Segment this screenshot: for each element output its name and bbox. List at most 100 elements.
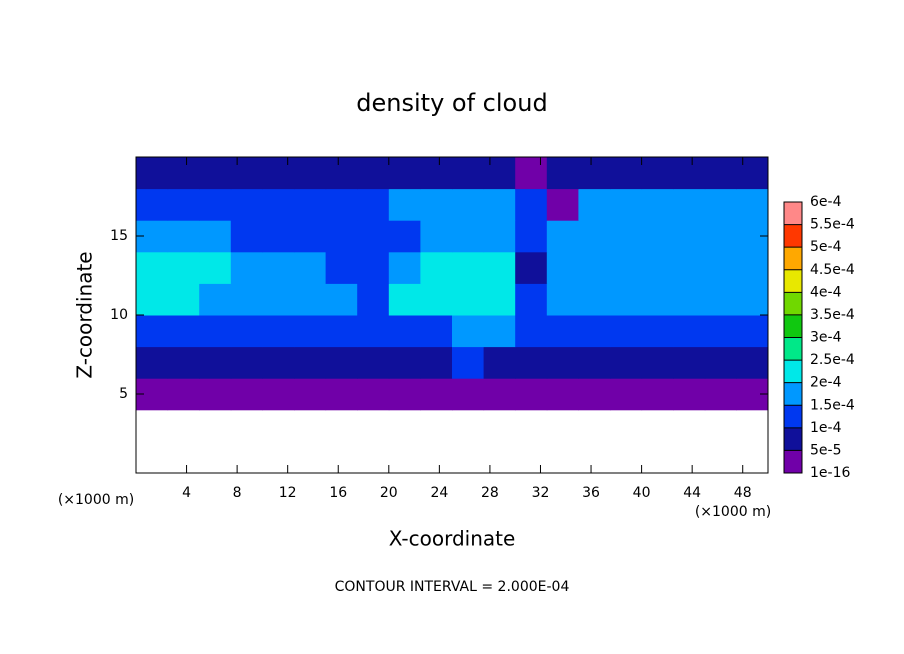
contour-cell <box>452 220 485 253</box>
contour-cell <box>325 283 358 316</box>
colorbar-band <box>784 247 802 271</box>
x-tick-label: 12 <box>279 485 297 501</box>
contour-cell <box>420 315 453 348</box>
contour-cell <box>262 283 295 316</box>
colorbar-label: 1.5e-4 <box>810 397 855 413</box>
contour-cell <box>483 251 516 284</box>
contour-cell <box>736 251 769 284</box>
contour-cell <box>704 315 737 348</box>
contour-cell <box>199 378 232 411</box>
contour-cell <box>325 157 358 190</box>
contour-cell <box>452 251 485 284</box>
contour-cell <box>641 346 674 379</box>
colorbar-band <box>784 405 802 429</box>
contour-cell <box>578 315 611 348</box>
contour-cell <box>388 188 421 221</box>
chart-title: density of cloud <box>356 89 547 117</box>
contour-cell <box>167 346 200 379</box>
contour-cell <box>483 220 516 253</box>
contour-cell <box>641 378 674 411</box>
contour-cell <box>136 346 169 379</box>
contour-cell <box>452 378 485 411</box>
contour-cell <box>515 315 548 348</box>
contour-cell <box>262 251 295 284</box>
contour-cell <box>610 188 643 221</box>
contour-cell <box>199 315 232 348</box>
contour-cell <box>262 157 295 190</box>
x-tick-label: 44 <box>683 485 701 501</box>
x-tick-label: 24 <box>430 485 448 501</box>
contour-cell <box>610 346 643 379</box>
contour-cell <box>357 346 390 379</box>
x-tick-label: 8 <box>233 485 242 501</box>
contour-cell <box>294 315 327 348</box>
contour-cell <box>357 283 390 316</box>
contour-cell <box>167 188 200 221</box>
x-tick-label: 4 <box>182 485 191 501</box>
contour-cell <box>167 315 200 348</box>
colorbar-label: 1e-4 <box>810 420 842 436</box>
contour-cell <box>420 283 453 316</box>
contour-cell <box>420 346 453 379</box>
contour-cell <box>199 346 232 379</box>
contour-cell <box>673 378 706 411</box>
y-axis-label: Z-coordinate <box>73 251 97 378</box>
x-tick-label: 32 <box>532 485 550 501</box>
contour-cell <box>673 251 706 284</box>
contour-cell <box>388 251 421 284</box>
contour-cell <box>515 283 548 316</box>
contour-cell <box>294 378 327 411</box>
contour-cell <box>325 251 358 284</box>
contour-cell <box>357 188 390 221</box>
contour-cell <box>578 188 611 221</box>
colorbar-band <box>784 450 802 474</box>
contour-cell <box>610 378 643 411</box>
colorbar-label: 1e-16 <box>810 465 850 481</box>
annotation: CONTOUR INTERVAL = 2.000E-04 <box>335 579 570 595</box>
contour-cell <box>357 251 390 284</box>
contour-cell <box>546 188 579 221</box>
contour-cell <box>388 220 421 253</box>
contour-cell <box>388 378 421 411</box>
contour-cell <box>452 188 485 221</box>
contour-cell <box>167 157 200 190</box>
contour-cell <box>230 220 263 253</box>
contour-cell <box>294 188 327 221</box>
contour-cell <box>641 220 674 253</box>
colorbar-band <box>784 360 802 383</box>
contour-cell <box>483 283 516 316</box>
colorbar-label: 3.5e-4 <box>810 307 855 323</box>
contour-cell <box>483 315 516 348</box>
contour-cell <box>230 315 263 348</box>
contour-cell <box>483 188 516 221</box>
colorbar-label: 6e-4 <box>810 194 842 210</box>
contour-cell <box>294 220 327 253</box>
contour-cell <box>357 157 390 190</box>
colorbar-label: 4.5e-4 <box>810 262 855 278</box>
contour-cell <box>388 315 421 348</box>
contour-cell <box>673 346 706 379</box>
contour-cell <box>736 315 769 348</box>
contour-cell <box>673 315 706 348</box>
colorbar-label: 4e-4 <box>810 284 842 300</box>
contour-cell <box>736 188 769 221</box>
contour-cell <box>167 378 200 411</box>
contour-cell <box>673 188 706 221</box>
colorbar-band <box>784 314 802 338</box>
contour-cell <box>136 157 169 190</box>
x-tick-label: 20 <box>380 485 398 501</box>
colorbar-label: 5.5e-4 <box>810 217 855 233</box>
contour-cell <box>546 315 579 348</box>
contour-cell <box>136 283 169 316</box>
contour-cell <box>515 378 548 411</box>
contour-cell <box>452 157 485 190</box>
contour-cell <box>325 220 358 253</box>
colorbar-band <box>784 427 802 451</box>
contour-cell <box>515 220 548 253</box>
contour-cell <box>420 188 453 221</box>
contour-cell <box>704 283 737 316</box>
contour-cell <box>294 346 327 379</box>
contour-cell <box>262 346 295 379</box>
colorbar-band <box>784 337 802 361</box>
